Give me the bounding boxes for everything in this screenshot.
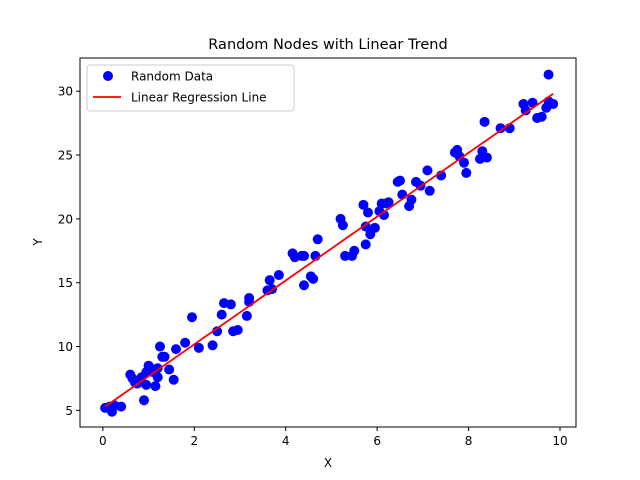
data-point: [207, 340, 218, 351]
data-point: [424, 185, 435, 196]
data-point: [225, 299, 236, 310]
data-point: [520, 105, 531, 116]
data-point: [150, 381, 161, 392]
data-point: [141, 379, 152, 390]
data-point: [299, 280, 309, 291]
data-point: [168, 374, 179, 385]
data-point: [383, 197, 394, 208]
data-point: [264, 275, 275, 286]
data-point: [358, 199, 369, 210]
data-point: [171, 344, 181, 355]
data-point: [152, 372, 163, 383]
data-point: [187, 312, 197, 323]
data-point: [216, 309, 227, 320]
data-point: [459, 157, 469, 168]
y-axis-ticks: 5 10 15 20 25 30: [58, 85, 80, 418]
legend-label-random-data: Random Data: [131, 70, 213, 84]
data-point: [116, 401, 127, 412]
data-point: [273, 270, 284, 281]
data-point: [312, 234, 323, 245]
legend: Random Data Linear Regression Line: [86, 64, 295, 112]
legend-label-regression-line: Linear Regression Line: [131, 91, 267, 105]
legend-box: [86, 64, 295, 112]
data-point: [180, 337, 191, 348]
data-point: [422, 165, 433, 176]
regression-line: [104, 93, 554, 408]
y-tick-label: 15: [58, 276, 73, 290]
data-point: [406, 194, 417, 205]
y-axis-label: Y: [31, 238, 45, 247]
data-point: [360, 239, 371, 250]
data-point: [139, 395, 149, 406]
data-point: [340, 250, 351, 261]
regression-line-layer: [104, 93, 554, 408]
data-point: [337, 220, 348, 231]
y-tick-label: 25: [58, 149, 73, 163]
data-point: [244, 293, 255, 304]
legend-marker-random-data: [103, 71, 113, 81]
y-tick-label: 20: [58, 212, 73, 226]
data-point: [308, 273, 319, 284]
data-point: [155, 341, 165, 352]
data-point: [193, 342, 204, 353]
data-point: [349, 245, 360, 256]
data-point: [461, 167, 472, 178]
data-point: [495, 123, 506, 134]
y-tick-label: 10: [58, 340, 73, 354]
plot-frame: [79, 57, 577, 428]
x-axis-label: X: [324, 456, 332, 470]
x-axis-ticks: 0 2 4 6 8 10: [99, 427, 568, 448]
data-point: [527, 97, 538, 108]
x-tick-label: 6: [373, 434, 381, 448]
data-point: [299, 250, 309, 261]
x-tick-label: 8: [465, 434, 473, 448]
y-tick-label: 30: [58, 85, 73, 99]
data-point: [232, 324, 243, 335]
data-point: [369, 222, 380, 233]
x-tick-label: 4: [282, 434, 290, 448]
x-tick-label: 2: [190, 434, 198, 448]
x-tick-label: 0: [99, 434, 107, 448]
data-point: [363, 207, 373, 218]
data-point: [479, 116, 490, 127]
data-point: [164, 364, 175, 375]
data-point: [536, 111, 547, 122]
data-point: [241, 310, 252, 321]
y-tick-label: 5: [65, 404, 73, 418]
data-point: [548, 98, 559, 109]
data-point: [159, 351, 170, 362]
chart-title: Random Nodes with Linear Trend: [208, 37, 447, 53]
data-point: [481, 152, 492, 163]
data-point: [395, 175, 405, 186]
x-tick-label: 10: [552, 434, 567, 448]
data-point: [360, 221, 371, 232]
data-point: [543, 69, 554, 80]
data-point: [212, 326, 223, 337]
